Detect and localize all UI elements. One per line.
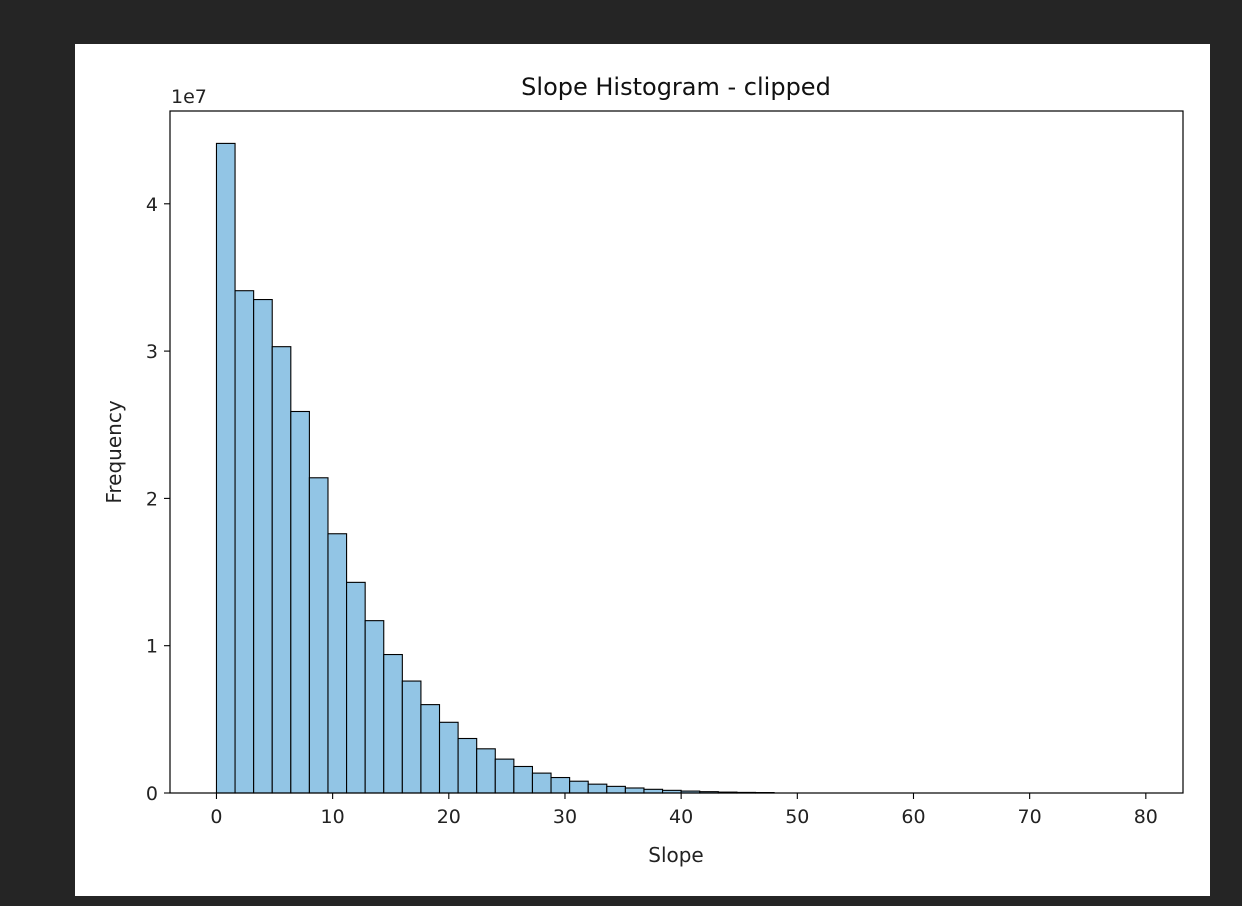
histogram-bar [587, 783, 608, 794]
x-tick-label: 70 [1018, 806, 1042, 828]
y-tick-label: 0 [146, 783, 158, 805]
x-axis-ticks: 0 10 20 30 40 50 60 70 80 [210, 793, 1158, 828]
x-tick-label: 30 [553, 806, 577, 828]
y-axis-label: Frequency [102, 400, 126, 503]
histogram-bar [531, 772, 552, 794]
histogram-bar [383, 653, 403, 794]
histogram-chart: Slope Histogram - clipped 1e7 0 10 20 30 40 5… [102, 73, 1184, 867]
histogram-bar [290, 410, 310, 794]
x-tick-label: 80 [1134, 806, 1158, 828]
histogram-bar [494, 758, 515, 794]
histogram-bar [513, 765, 533, 794]
histogram-bar [569, 780, 589, 794]
y-tick-label: 4 [146, 194, 158, 216]
y-tick-label: 2 [146, 488, 158, 510]
histogram-bar [550, 776, 571, 794]
histogram-bar [624, 787, 645, 794]
x-tick-label: 0 [210, 806, 222, 828]
bars-group [215, 142, 775, 794]
y-axis-ticks: 0 1 2 3 4 [146, 194, 170, 805]
x-tick-label: 10 [321, 806, 345, 828]
histogram-bar [401, 680, 422, 794]
histogram-bar [253, 298, 273, 794]
y-tick-label: 3 [146, 341, 158, 363]
histogram-bar [476, 748, 496, 794]
histogram-bar [346, 581, 366, 794]
figure: Slope Histogram - clipped 1e7 0 10 20 30 40 5… [75, 44, 1210, 896]
histogram-bar [457, 737, 478, 794]
x-tick-label: 50 [785, 806, 809, 828]
y-tick-label: 1 [146, 636, 158, 658]
x-axis-label: Slope [648, 843, 704, 867]
histogram-bar [308, 477, 329, 794]
x-tick-label: 20 [437, 806, 461, 828]
histogram-bar [438, 721, 459, 794]
x-tick-label: 40 [669, 806, 693, 828]
chart-title: Slope Histogram - clipped [521, 73, 831, 101]
histogram-bar [215, 142, 236, 794]
histogram-bar [364, 620, 385, 794]
histogram-bar [234, 290, 255, 794]
plot-frame [169, 110, 1184, 794]
y-offset-text: 1e7 [171, 86, 207, 108]
histogram-bar [271, 346, 292, 794]
histogram-bar [327, 533, 348, 794]
histogram-bar [420, 704, 441, 794]
histogram-bar [606, 785, 626, 794]
x-tick-label: 60 [901, 806, 925, 828]
